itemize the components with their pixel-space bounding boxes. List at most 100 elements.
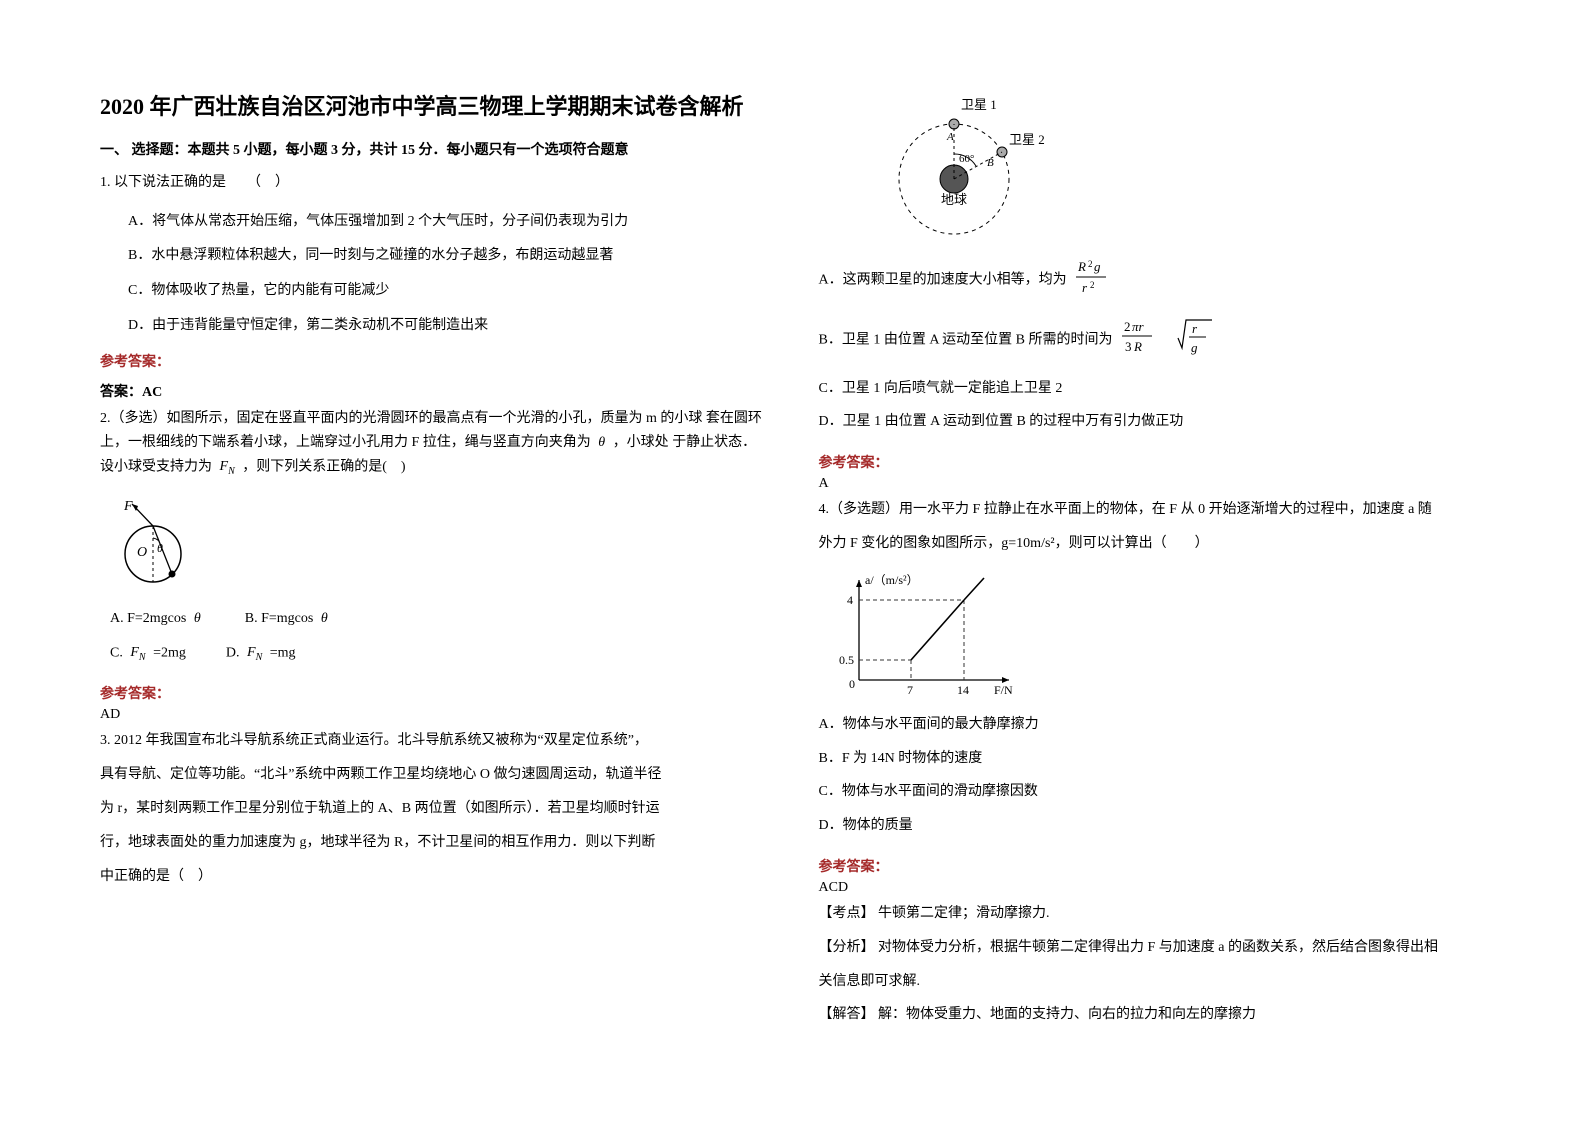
q2-stem-3: ，小球处: [613, 435, 669, 450]
q1-opt-d: D．由于违背能量守恒定律，第二类永动机不可能制造出来: [128, 313, 769, 340]
q2-d-pre: D.: [226, 645, 240, 660]
ans-label-3: 参考答案：: [819, 452, 1488, 472]
page-title: 2020 年广西壮族自治区河池市中学高三物理上学期期末试卷含解析: [100, 90, 769, 123]
ring-diagram: F O θ: [110, 494, 200, 594]
svg-text:4: 4: [847, 593, 853, 607]
q3-opt-a: A．这两颗卫星的加速度大小相等，均为 R 2 g r 2: [819, 257, 1488, 304]
q3-opt-d: D．卫星 1 由位置 A 运动到位置 B 的过程中万有引力做正功: [819, 410, 1488, 434]
theta-a: θ: [194, 607, 201, 631]
q2-opt-b-text: B. F=mgcos: [245, 611, 314, 626]
q2-c-suf: =2mg: [153, 645, 186, 660]
point-text: 牛顿第二定律；滑动摩擦力.: [878, 906, 1050, 921]
ans-label-1: 参考答案：: [100, 351, 769, 371]
analysis-text1: 对物体受力分析，根据牛顿第二定律得出力 F 与加速度 a 的函数关系，然后结合图…: [878, 940, 1438, 955]
q4-l1: 4.（多选题）用一水平力 F 拉静止在水平面上的物体，在 F 从 0 开始逐渐增…: [819, 498, 1488, 522]
q3-l5: 中正确的是（ ）: [100, 865, 769, 889]
q3-opt-b: B．卫星 1 由位置 A 运动至位置 B 所需的时间为 2 πr 3 R r g: [819, 314, 1488, 367]
svg-text:r: r: [1192, 321, 1198, 336]
q2-stem-1: 2.（多选）如图所示，固定在竖直平面内的光滑圆环的最高点有一个光滑的小孔，质量为…: [100, 411, 702, 426]
q1-opt-a: A．将气体从常态开始压缩，气体压强增加到 2 个大气压时，分子间仍表现为引力: [128, 209, 769, 236]
svg-text:60°: 60°: [959, 153, 974, 165]
fn-symbol: FN: [220, 455, 235, 480]
ans-label-2: 参考答案：: [100, 683, 769, 703]
analysis-line2: 关信息即可求解.: [819, 970, 1488, 994]
analysis-label: 【分析】: [819, 940, 875, 955]
svg-text:14: 14: [957, 683, 969, 697]
q2-opt-a-text: A. F=2mgcos: [110, 611, 186, 626]
q2-stem: 2.（多选）如图所示，固定在竖直平面内的光滑圆环的最高点有一个光滑的小孔，质量为…: [100, 407, 769, 480]
svg-text:2: 2: [1090, 280, 1095, 290]
svg-text:2: 2: [1124, 319, 1131, 334]
formula-r2g-r2: R 2 g r 2: [1074, 257, 1110, 304]
svg-text:0: 0: [849, 677, 855, 691]
point-label: 【考点】: [819, 906, 875, 921]
q4-opt-a: A．物体与水平面间的最大静摩擦力: [819, 713, 1488, 737]
q2-opt-a: A. F=2mgcos θ: [110, 607, 205, 631]
ylabel: a/（m/s²）: [865, 573, 919, 587]
q4-opt-b: B．F 为 14N 时物体的速度: [819, 747, 1488, 771]
q2-stem-5: ，则下列关系正确的是( ): [242, 460, 405, 475]
analysis-line1: 【分析】 对物体受力分析，根据牛顿第二定律得出力 F 与加速度 a 的函数关系，…: [819, 936, 1488, 960]
svg-text:g: g: [1094, 259, 1101, 274]
q4-answer: ACD: [819, 880, 1488, 896]
q2-row-ab: A. F=2mgcos θ B. F=mgcos θ: [110, 607, 769, 641]
q2-row-cd: C. FN =2mg D. FN =mg: [110, 641, 769, 676]
q2-opt-d: D. FN =mg: [226, 641, 296, 666]
solve-text: 解：物体受重力、地面的支持力、向右的拉力和向左的摩擦力: [878, 1007, 1256, 1022]
q1-opt-c: C．物体吸收了热量，它的内能有可能减少: [128, 278, 769, 305]
q1-answer: 答案：AC: [100, 381, 769, 401]
q4-graph: a/（m/s²） F/N 0 4 0.5 7 14: [829, 570, 1488, 705]
svg-text:0.5: 0.5: [839, 653, 854, 667]
svg-text:R: R: [1133, 339, 1142, 354]
point-line: 【考点】 牛顿第二定律；滑动摩擦力.: [819, 902, 1488, 926]
q2-d-suf: =mg: [270, 645, 296, 660]
q3-l4: 行，地球表面处的重力加速度为 g，地球半径为 R，不计卫星间的相互作用力．则以下…: [100, 831, 769, 855]
svg-text:R: R: [1077, 259, 1086, 274]
q2-opt-c: C. FN =2mg: [110, 641, 186, 666]
q3-diagram: 60° A B 卫星 1 卫星 2 地球: [869, 94, 1488, 249]
theta-b: θ: [321, 607, 328, 631]
svg-text:g: g: [1191, 340, 1198, 355]
svg-text:θ: θ: [157, 541, 163, 555]
svg-text:A: A: [946, 131, 954, 143]
q2-answer: AD: [100, 707, 769, 723]
svg-text:2: 2: [1088, 259, 1093, 269]
svg-text:F: F: [123, 499, 133, 514]
formula-sqrt-r-g: r g: [1176, 314, 1216, 367]
formula-2pir-3r: 2 πr 3 R: [1120, 316, 1164, 365]
q4-opt-d: D．物体的质量: [819, 814, 1488, 838]
solve-line: 【解答】 解：物体受重力、地面的支持力、向右的拉力和向左的摩擦力: [819, 1003, 1488, 1027]
q3-l2: 具有导航、定位等功能。“北斗”系统中两颗工作卫星均绕地心 O 做匀速圆周运动，轨…: [100, 763, 769, 787]
q2-c-pre: C.: [110, 645, 123, 660]
svg-text:3: 3: [1125, 339, 1132, 354]
q3-l1: 3. 2012 年我国宣布北斗导航系统正式商业运行。北斗导航系统又被称为“双星定…: [100, 729, 769, 753]
svg-text:πr: πr: [1132, 319, 1145, 334]
section-1-heading: 一、 选择题：本题共 5 小题，每小题 3 分，共计 15 分．每小题只有一个选…: [100, 139, 769, 159]
svg-text:7: 7: [907, 683, 913, 697]
orbit-diagram: 60° A B 卫星 1 卫星 2 地球: [869, 94, 1069, 244]
q2-opt-b: B. F=mgcos θ: [245, 607, 332, 631]
q1-opt-b: B．水中悬浮颗粒体积越大，同一时刻与之碰撞的水分子越多，布朗运动越显著: [128, 243, 769, 270]
svg-text:r: r: [1082, 280, 1088, 295]
q3-l3: 为 r，某时刻两颗工作卫星分别位于轨道上的 A、B 两位置（如图所示）．若卫星均…: [100, 797, 769, 821]
fn-d: FN: [247, 641, 262, 666]
q1-stem: 1. 以下说法正确的是 （ ）: [100, 171, 769, 195]
svg-text:B: B: [987, 157, 994, 169]
left-column: 2020 年广西壮族自治区河池市中学高三物理上学期期末试卷含解析 一、 选择题：…: [100, 90, 769, 1082]
sat2-label: 卫星 2: [1009, 132, 1045, 147]
q3-opt-c: C．卫星 1 向后喷气就一定能追上卫星 2: [819, 377, 1488, 401]
svg-text:O: O: [137, 545, 147, 560]
sat1-label: 卫星 1: [961, 97, 997, 112]
a-f-graph: a/（m/s²） F/N 0 4 0.5 7 14: [829, 570, 1029, 700]
q4-l2: 外力 F 变化的图象如图所示，g=10m/s²，则可以计算出（ ）: [819, 532, 1488, 556]
q3-answer: A: [819, 476, 1488, 492]
solve-label: 【解答】: [819, 1007, 875, 1022]
ans-label-4: 参考答案：: [819, 856, 1488, 876]
earth-label: 地球: [941, 192, 967, 207]
q4-opt-c: C．物体与水平面间的滑动摩擦因数: [819, 780, 1488, 804]
xlabel: F/N: [994, 683, 1013, 697]
right-column: 60° A B 卫星 1 卫星 2 地球 A．这两颗卫星的加速度大小相等，均为 …: [819, 90, 1488, 1082]
fn-c: FN: [130, 641, 145, 666]
q2-diagram: F O θ: [110, 494, 769, 599]
theta-symbol: θ: [598, 431, 605, 455]
